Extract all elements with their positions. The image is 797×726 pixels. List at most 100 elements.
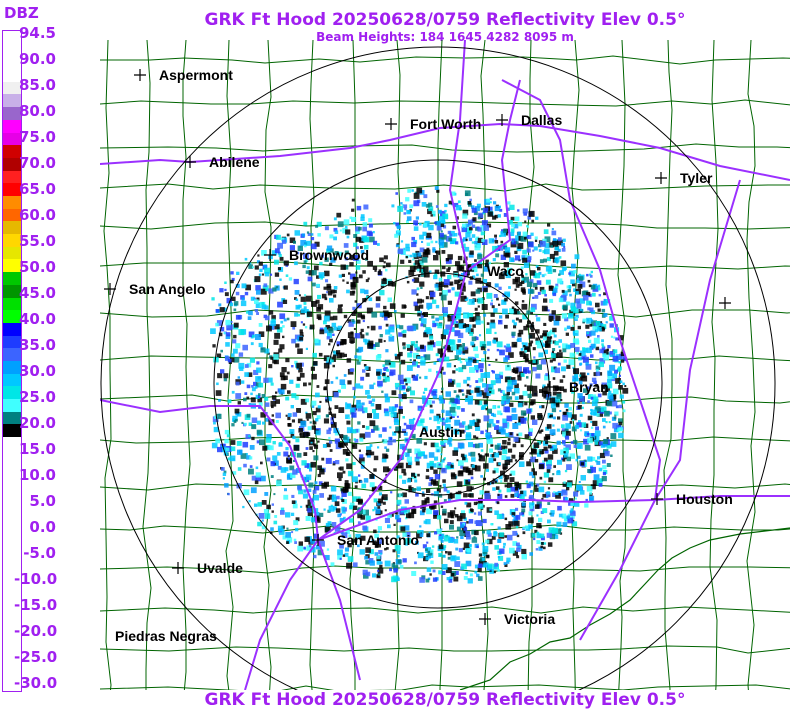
legend-swatch	[3, 157, 21, 172]
legend-swatch	[3, 284, 21, 299]
legend-label: -15.0	[14, 596, 58, 614]
legend-label: 20.0	[18, 414, 56, 432]
legend-swatch	[3, 437, 21, 451]
city-label: Austin	[419, 424, 463, 440]
legend-label: -10.0	[14, 570, 58, 588]
legend-swatch	[3, 221, 21, 235]
legend-label: 5.0	[29, 492, 56, 510]
legend-label: 15.0	[18, 440, 56, 458]
legend-label: 85.0	[18, 76, 56, 94]
city-label: Waco	[487, 263, 524, 279]
legend-label: -25.0	[14, 648, 58, 666]
legend-swatch	[3, 551, 21, 565]
county-lines	[100, 40, 790, 690]
legend-swatch	[3, 640, 21, 654]
legend-swatch	[3, 652, 21, 667]
legend-swatch	[3, 500, 21, 514]
city-marker	[264, 249, 276, 261]
city-label: San Angelo	[129, 281, 206, 297]
city-label: Brownwood	[289, 247, 369, 263]
legend-swatch	[3, 132, 21, 146]
legend-swatch	[3, 145, 21, 159]
city-marker	[544, 381, 556, 393]
city-label: Houston	[676, 491, 733, 507]
city-label: Dallas	[521, 112, 562, 128]
legend-swatch	[3, 386, 21, 400]
legend-swatch	[3, 208, 21, 222]
legend-label: -20.0	[14, 622, 58, 640]
legend-swatch	[3, 259, 21, 273]
legend-label: 45.0	[18, 284, 56, 302]
legend-label: 30.0	[18, 362, 56, 380]
legend-swatch	[3, 678, 21, 692]
legend-swatch	[3, 196, 21, 210]
legend-label: 70.0	[18, 154, 56, 172]
legend-swatch	[3, 399, 21, 413]
city-label: Piedras Negras	[115, 628, 217, 644]
city-marker	[496, 114, 508, 126]
city-label: Aspermont	[159, 67, 233, 83]
legend-swatch	[3, 246, 21, 260]
legend-swatch	[3, 94, 21, 108]
legend-swatch	[3, 424, 21, 438]
legend-swatch	[3, 475, 21, 489]
legend-swatch	[3, 322, 21, 337]
legend-swatch	[3, 513, 21, 527]
city-marker	[479, 613, 491, 625]
legend-swatch	[3, 335, 21, 349]
city-marker	[719, 297, 731, 309]
legend-swatch	[3, 614, 21, 629]
legend-swatch	[3, 348, 21, 362]
legend-swatch	[3, 107, 21, 121]
city-marker	[462, 265, 474, 277]
legend-swatch	[3, 183, 21, 197]
legend-swatch	[3, 119, 21, 134]
legend-swatch	[3, 31, 21, 45]
legend-label: 55.0	[18, 232, 56, 250]
legend-label: 75.0	[18, 128, 56, 146]
map-footer: GRK Ft Hood 20250628/0759 Reflectivity E…	[204, 690, 686, 710]
city-marker	[184, 156, 196, 168]
range-rings	[100, 46, 776, 690]
legend-color-bar	[2, 30, 22, 692]
radar-map: Aspermont Fort Worth Dallas Abilene Tyler Bro…	[100, 40, 790, 690]
legend-label: 90.0	[18, 50, 56, 68]
legend-label: 60.0	[18, 206, 56, 224]
legend-swatch	[3, 538, 21, 552]
city-label: Fort Worth	[410, 116, 481, 132]
legend-swatch	[3, 627, 21, 641]
legend-label: 35.0	[18, 336, 56, 354]
city-marker	[312, 534, 324, 546]
beam-heights: Beam Heights: 184 1645 4282 8095 m	[316, 30, 574, 44]
city-marker	[134, 69, 146, 81]
city-label: Uvalde	[197, 560, 243, 576]
city-label: Bryan	[569, 379, 609, 395]
legend-swatch	[3, 170, 21, 184]
legend-swatch	[3, 589, 21, 603]
legend-swatch	[3, 373, 21, 387]
city-label: Abilene	[209, 154, 260, 170]
city-marker	[394, 426, 406, 438]
legend-swatch	[3, 43, 21, 57]
legend-swatch	[3, 665, 21, 679]
city-label: Tyler	[680, 170, 713, 186]
legend-label: 50.0	[18, 258, 56, 276]
legend-swatch	[3, 411, 21, 425]
legend-swatch	[3, 564, 21, 578]
legend-title: DBZ	[4, 4, 39, 22]
legend-swatch	[3, 487, 21, 502]
legend-swatch	[3, 56, 21, 70]
city-label: San Antonio	[337, 532, 419, 548]
city-marker	[651, 493, 663, 505]
legend-swatch	[3, 69, 21, 83]
legend-label: 0.0	[29, 518, 56, 536]
legend-swatch	[3, 361, 21, 375]
legend-swatch	[3, 602, 21, 616]
map-title: GRK Ft Hood 20250628/0759 Reflectivity E…	[204, 10, 686, 30]
city-marker	[104, 283, 116, 295]
highways	[100, 40, 790, 690]
city-label: Victoria	[504, 611, 555, 627]
legend-swatch	[3, 81, 21, 95]
city-marker	[385, 118, 397, 130]
legend-label: -5.0	[23, 544, 56, 562]
